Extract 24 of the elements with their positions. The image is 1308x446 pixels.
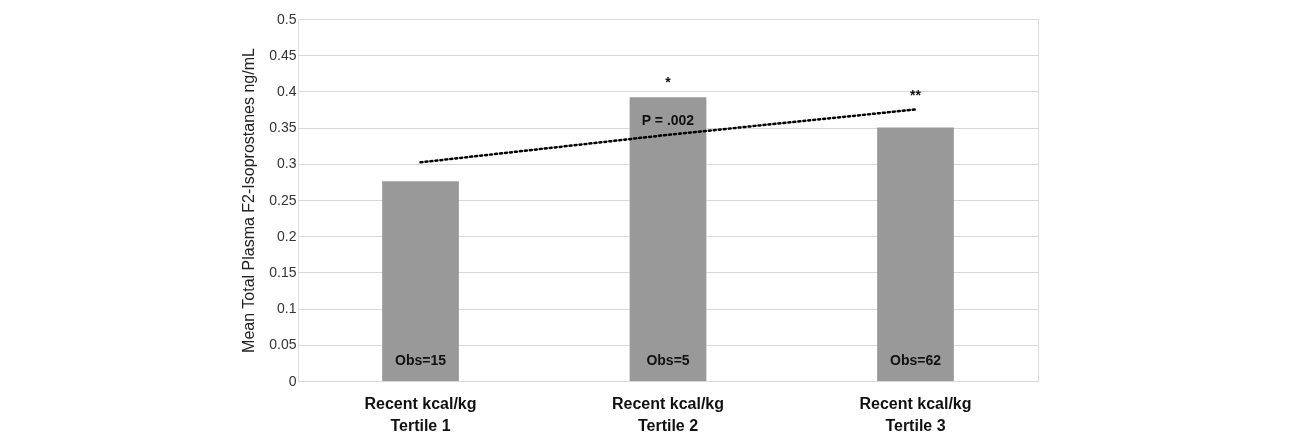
- x-tick-label: Recent kcal/kg Tertile 2: [611, 394, 725, 434]
- y-tick-label: 0.15: [269, 263, 297, 280]
- annotation: *: [665, 74, 672, 91]
- y-axis-title: Mean Total Plasma F2-Isoprostanes ng/mL: [240, 48, 258, 353]
- x-tick-label: Recent kcal/kg Tertile 3: [859, 394, 972, 434]
- y-tick-label: 0.35: [269, 119, 297, 136]
- annotation: P = .002: [641, 111, 695, 128]
- x-tick-label: Recent kcal/kg Tertile 1: [364, 394, 477, 434]
- y-tick-label: 0.1: [277, 300, 297, 317]
- bar: [629, 97, 707, 381]
- y-tick-label: 0.2: [277, 227, 297, 244]
- y-tick-label: 0.4: [277, 82, 297, 99]
- y-tick-label: 0.3: [277, 155, 297, 172]
- annotation: Obs=5: [646, 352, 690, 368]
- bar: [382, 181, 459, 381]
- y-tick-label: 0.5: [277, 10, 297, 27]
- y-tick-label: 0.25: [269, 191, 297, 208]
- bar: [877, 127, 954, 381]
- y-tick-label: 0.45: [269, 46, 297, 63]
- y-tick-label: 0.05: [269, 336, 297, 353]
- y-tick-label: 0: [288, 372, 297, 389]
- annotation: Obs=62: [890, 352, 942, 368]
- annotation: Obs=15: [395, 352, 447, 368]
- annotation: **: [910, 86, 922, 103]
